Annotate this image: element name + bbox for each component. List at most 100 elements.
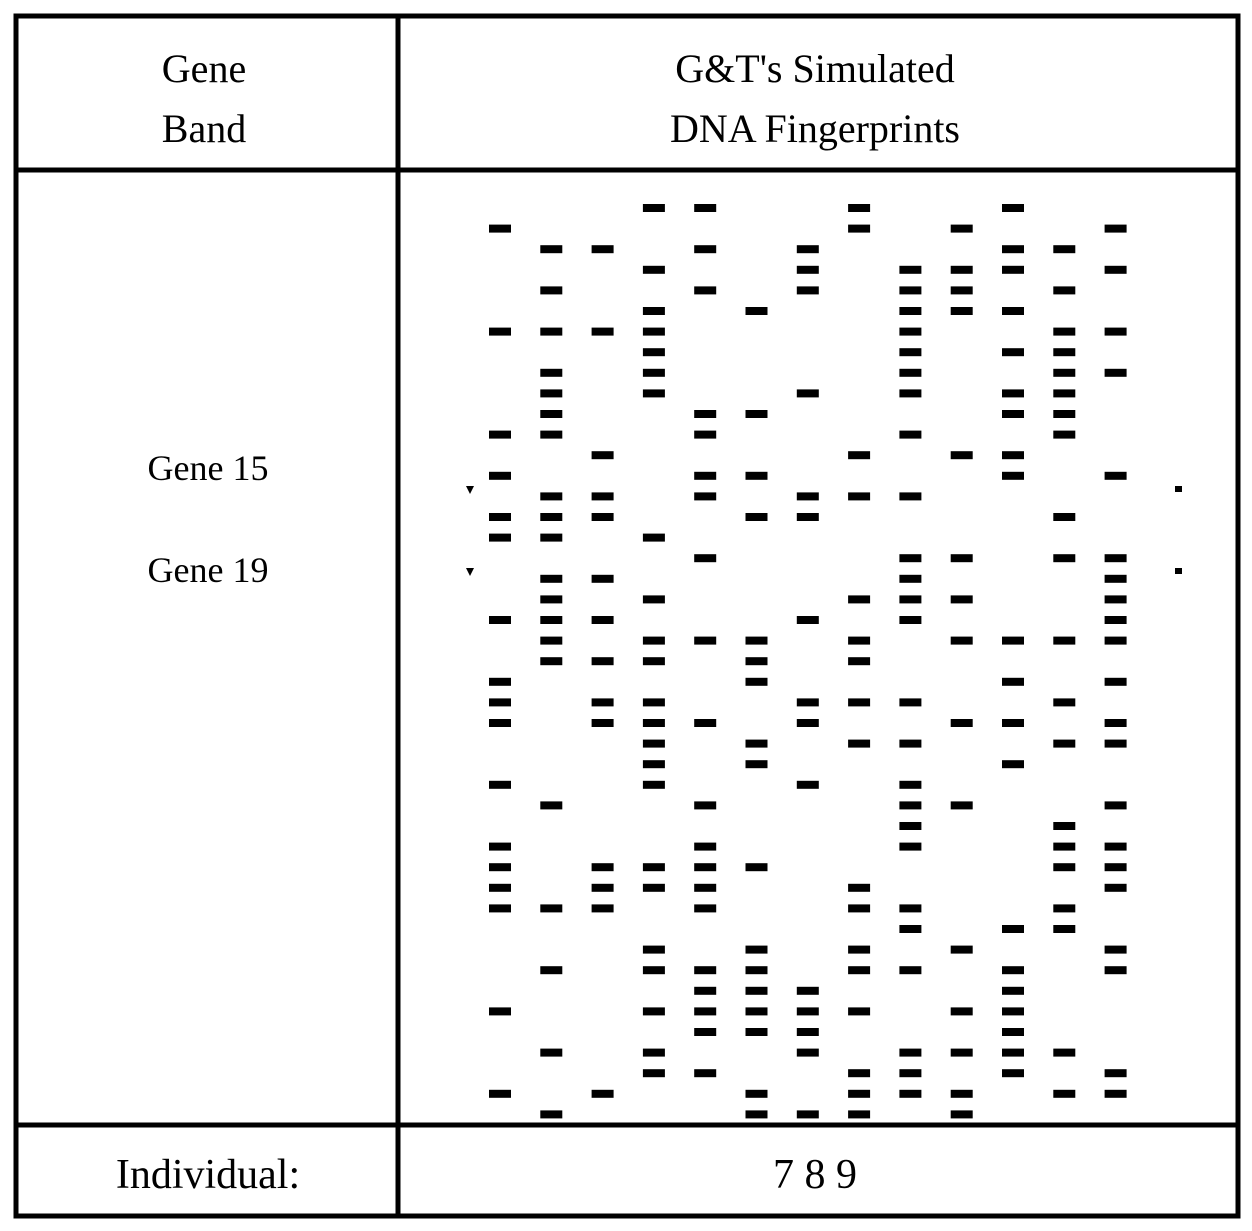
band xyxy=(1053,740,1075,748)
band xyxy=(899,348,921,356)
band xyxy=(694,987,716,995)
band xyxy=(951,1090,973,1098)
band xyxy=(848,225,870,233)
band xyxy=(592,698,614,706)
band xyxy=(951,286,973,294)
band xyxy=(489,863,511,871)
band xyxy=(899,781,921,789)
band xyxy=(1105,554,1127,562)
band xyxy=(592,719,614,727)
band xyxy=(592,492,614,500)
band xyxy=(1002,637,1024,645)
band xyxy=(1002,1028,1024,1036)
band xyxy=(694,204,716,212)
band xyxy=(951,307,973,315)
band xyxy=(1105,637,1127,645)
band xyxy=(1002,245,1024,253)
band xyxy=(643,740,665,748)
band xyxy=(540,801,562,809)
band xyxy=(694,966,716,974)
header-text: DNA Fingerprints xyxy=(670,106,960,151)
band xyxy=(899,1090,921,1098)
band xyxy=(540,657,562,665)
footer-label: Individual: xyxy=(116,1152,300,1198)
band xyxy=(592,1090,614,1098)
band xyxy=(951,1049,973,1057)
band xyxy=(797,492,819,500)
band xyxy=(1002,1069,1024,1077)
band xyxy=(1105,719,1127,727)
band xyxy=(1053,389,1075,397)
band xyxy=(1105,225,1127,233)
table-border xyxy=(16,16,1238,1216)
band xyxy=(694,245,716,253)
band xyxy=(643,884,665,892)
band xyxy=(540,966,562,974)
band xyxy=(643,328,665,336)
band xyxy=(1002,410,1024,418)
band xyxy=(592,884,614,892)
band xyxy=(489,472,511,480)
band xyxy=(1105,801,1127,809)
band xyxy=(951,946,973,954)
band xyxy=(746,1007,768,1015)
header-text: Band xyxy=(162,106,246,151)
band xyxy=(899,740,921,748)
band xyxy=(746,760,768,768)
band xyxy=(899,1069,921,1077)
band xyxy=(899,616,921,624)
band xyxy=(540,637,562,645)
band xyxy=(694,637,716,645)
band xyxy=(1105,266,1127,274)
band xyxy=(540,904,562,912)
band xyxy=(899,575,921,583)
band xyxy=(1053,1090,1075,1098)
band xyxy=(848,740,870,748)
band xyxy=(1002,719,1024,727)
band xyxy=(797,1049,819,1057)
band xyxy=(1053,513,1075,521)
band xyxy=(1002,987,1024,995)
band xyxy=(540,1049,562,1057)
band xyxy=(797,698,819,706)
band xyxy=(1053,698,1075,706)
band xyxy=(899,307,921,315)
band xyxy=(489,904,511,912)
band xyxy=(797,245,819,253)
band xyxy=(643,863,665,871)
band xyxy=(797,1028,819,1036)
band xyxy=(694,863,716,871)
footer-individuals: 7 8 9 xyxy=(773,1152,857,1198)
band xyxy=(746,472,768,480)
band xyxy=(746,1028,768,1036)
band xyxy=(1002,925,1024,933)
band xyxy=(643,698,665,706)
band xyxy=(540,595,562,603)
band xyxy=(694,904,716,912)
band xyxy=(1105,472,1127,480)
band xyxy=(848,966,870,974)
band xyxy=(848,492,870,500)
band xyxy=(643,307,665,315)
band xyxy=(797,286,819,294)
band xyxy=(1053,904,1075,912)
band xyxy=(746,410,768,418)
band xyxy=(489,781,511,789)
band xyxy=(1105,884,1127,892)
band xyxy=(848,698,870,706)
band xyxy=(694,843,716,851)
band xyxy=(694,719,716,727)
band xyxy=(1002,760,1024,768)
band xyxy=(1105,863,1127,871)
band xyxy=(848,946,870,954)
band xyxy=(1105,966,1127,974)
band xyxy=(1002,678,1024,686)
band xyxy=(592,575,614,583)
band xyxy=(1105,575,1127,583)
band xyxy=(848,1110,870,1118)
band xyxy=(746,987,768,995)
band xyxy=(899,266,921,274)
band xyxy=(951,637,973,645)
band xyxy=(797,616,819,624)
band xyxy=(899,904,921,912)
